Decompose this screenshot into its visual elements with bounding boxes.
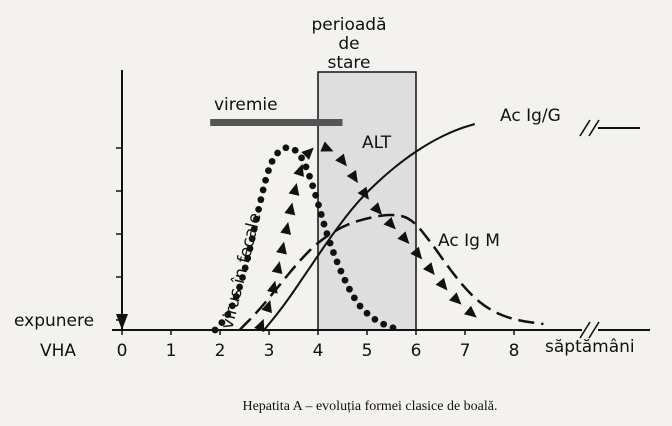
series-point: [306, 172, 313, 180]
period-of-state-band: [317, 71, 417, 331]
series-point: [383, 216, 396, 230]
series-point: [280, 222, 292, 235]
series-point: [302, 163, 310, 171]
series-point: [253, 215, 260, 223]
series-point: [397, 231, 410, 245]
series-point: [449, 292, 462, 305]
series-point: [337, 267, 345, 275]
series-point: [298, 154, 305, 162]
series-point: [274, 149, 281, 157]
period-of-state-title: perioadă de stare: [312, 15, 387, 73]
x-tick-label: 6: [411, 341, 422, 361]
series-point: [357, 186, 369, 200]
series-point: [293, 163, 304, 177]
series-point: [254, 318, 265, 333]
series-point: [350, 294, 358, 302]
series-point: [312, 191, 320, 199]
period-title-line-2: de: [338, 34, 359, 54]
x-tick-label: 2: [215, 341, 226, 361]
x-tick-label: 1: [166, 341, 177, 361]
x-axis-unit-label: săptămâni: [545, 337, 635, 357]
series-point: [320, 220, 328, 228]
series-point: [410, 246, 423, 260]
series-point: [315, 201, 322, 209]
series-point: [255, 206, 263, 213]
period-title-line-1: perioadă: [312, 15, 387, 35]
figure-caption: Hepatita A – evoluția formei clasice de …: [242, 399, 497, 414]
exposure-arrow: [116, 314, 128, 330]
series-alt: [254, 141, 477, 333]
series-point: [346, 170, 358, 184]
series-point: [276, 241, 287, 255]
series-point: [236, 283, 243, 291]
virus-fecale-label: virus în fecale: [217, 211, 265, 331]
x-axis-ticks: 0 1 2 3 4 5 6 7 8: [117, 330, 520, 361]
series-point: [288, 182, 300, 196]
viremia-bar: [210, 119, 343, 126]
series-point: [309, 182, 317, 190]
x-axis-break-mark: [579, 321, 600, 339]
series-point: [257, 196, 265, 204]
period-title-line-3: stare: [327, 53, 370, 73]
series-point: [224, 311, 232, 319]
series-point: [333, 258, 341, 266]
series-point: [268, 157, 276, 165]
series-point: [261, 299, 272, 314]
series-point: [330, 249, 337, 256]
series-point: [228, 302, 236, 310]
series-point: [250, 225, 258, 233]
series-point: [284, 202, 296, 216]
series-point: [341, 276, 349, 284]
series-point: [371, 315, 379, 323]
series-point: [335, 153, 347, 167]
x-tick-label: 4: [313, 341, 324, 361]
series-point: [232, 293, 240, 300]
viremia-label: viremie: [214, 95, 278, 115]
series-point: [380, 320, 388, 328]
alt-label: ALT: [362, 133, 392, 153]
x-tick-label: 3: [264, 341, 275, 361]
series-point: [363, 309, 371, 317]
series-point: [271, 261, 283, 275]
series-point: [211, 326, 219, 334]
series-point: [265, 167, 272, 175]
series-point: [244, 254, 252, 262]
series-point: [239, 274, 246, 281]
x-tick-label: 8: [509, 341, 520, 361]
series-point: [259, 186, 267, 194]
series-point: [248, 235, 256, 243]
x-tick-label: 5: [362, 341, 373, 361]
series-point: [435, 277, 448, 291]
series-point: [369, 202, 383, 215]
series-point: [262, 176, 269, 184]
x-tick-label: 7: [460, 341, 471, 361]
ac-igm-label: Ac Ig M: [438, 231, 500, 251]
series-point: [291, 146, 299, 154]
series-ac-ig-m: [238, 213, 544, 331]
series-point: [301, 147, 314, 160]
series-point: [320, 141, 334, 152]
series-point: [218, 319, 226, 327]
series-point: [317, 211, 325, 218]
series-line: [238, 213, 544, 331]
series-point: [282, 144, 290, 152]
vha-label: VHA: [40, 341, 76, 361]
series-point: [241, 264, 249, 272]
exposure-label: expunere: [14, 311, 94, 331]
series-line: [263, 123, 476, 331]
series-point: [356, 302, 364, 310]
series-point: [464, 305, 477, 318]
series-virus-n-fecale: [211, 144, 397, 334]
igg-axis-break-mark: [579, 119, 600, 137]
series-ac-ig-g: [263, 123, 476, 331]
series-layer: [211, 123, 544, 334]
series-point: [346, 285, 353, 293]
series-point: [389, 324, 397, 332]
series-point: [246, 245, 254, 252]
series-point: [422, 262, 435, 275]
ac-igg-label: Ac Ig/G: [500, 106, 561, 126]
x-tick-label: 0: [117, 341, 128, 361]
